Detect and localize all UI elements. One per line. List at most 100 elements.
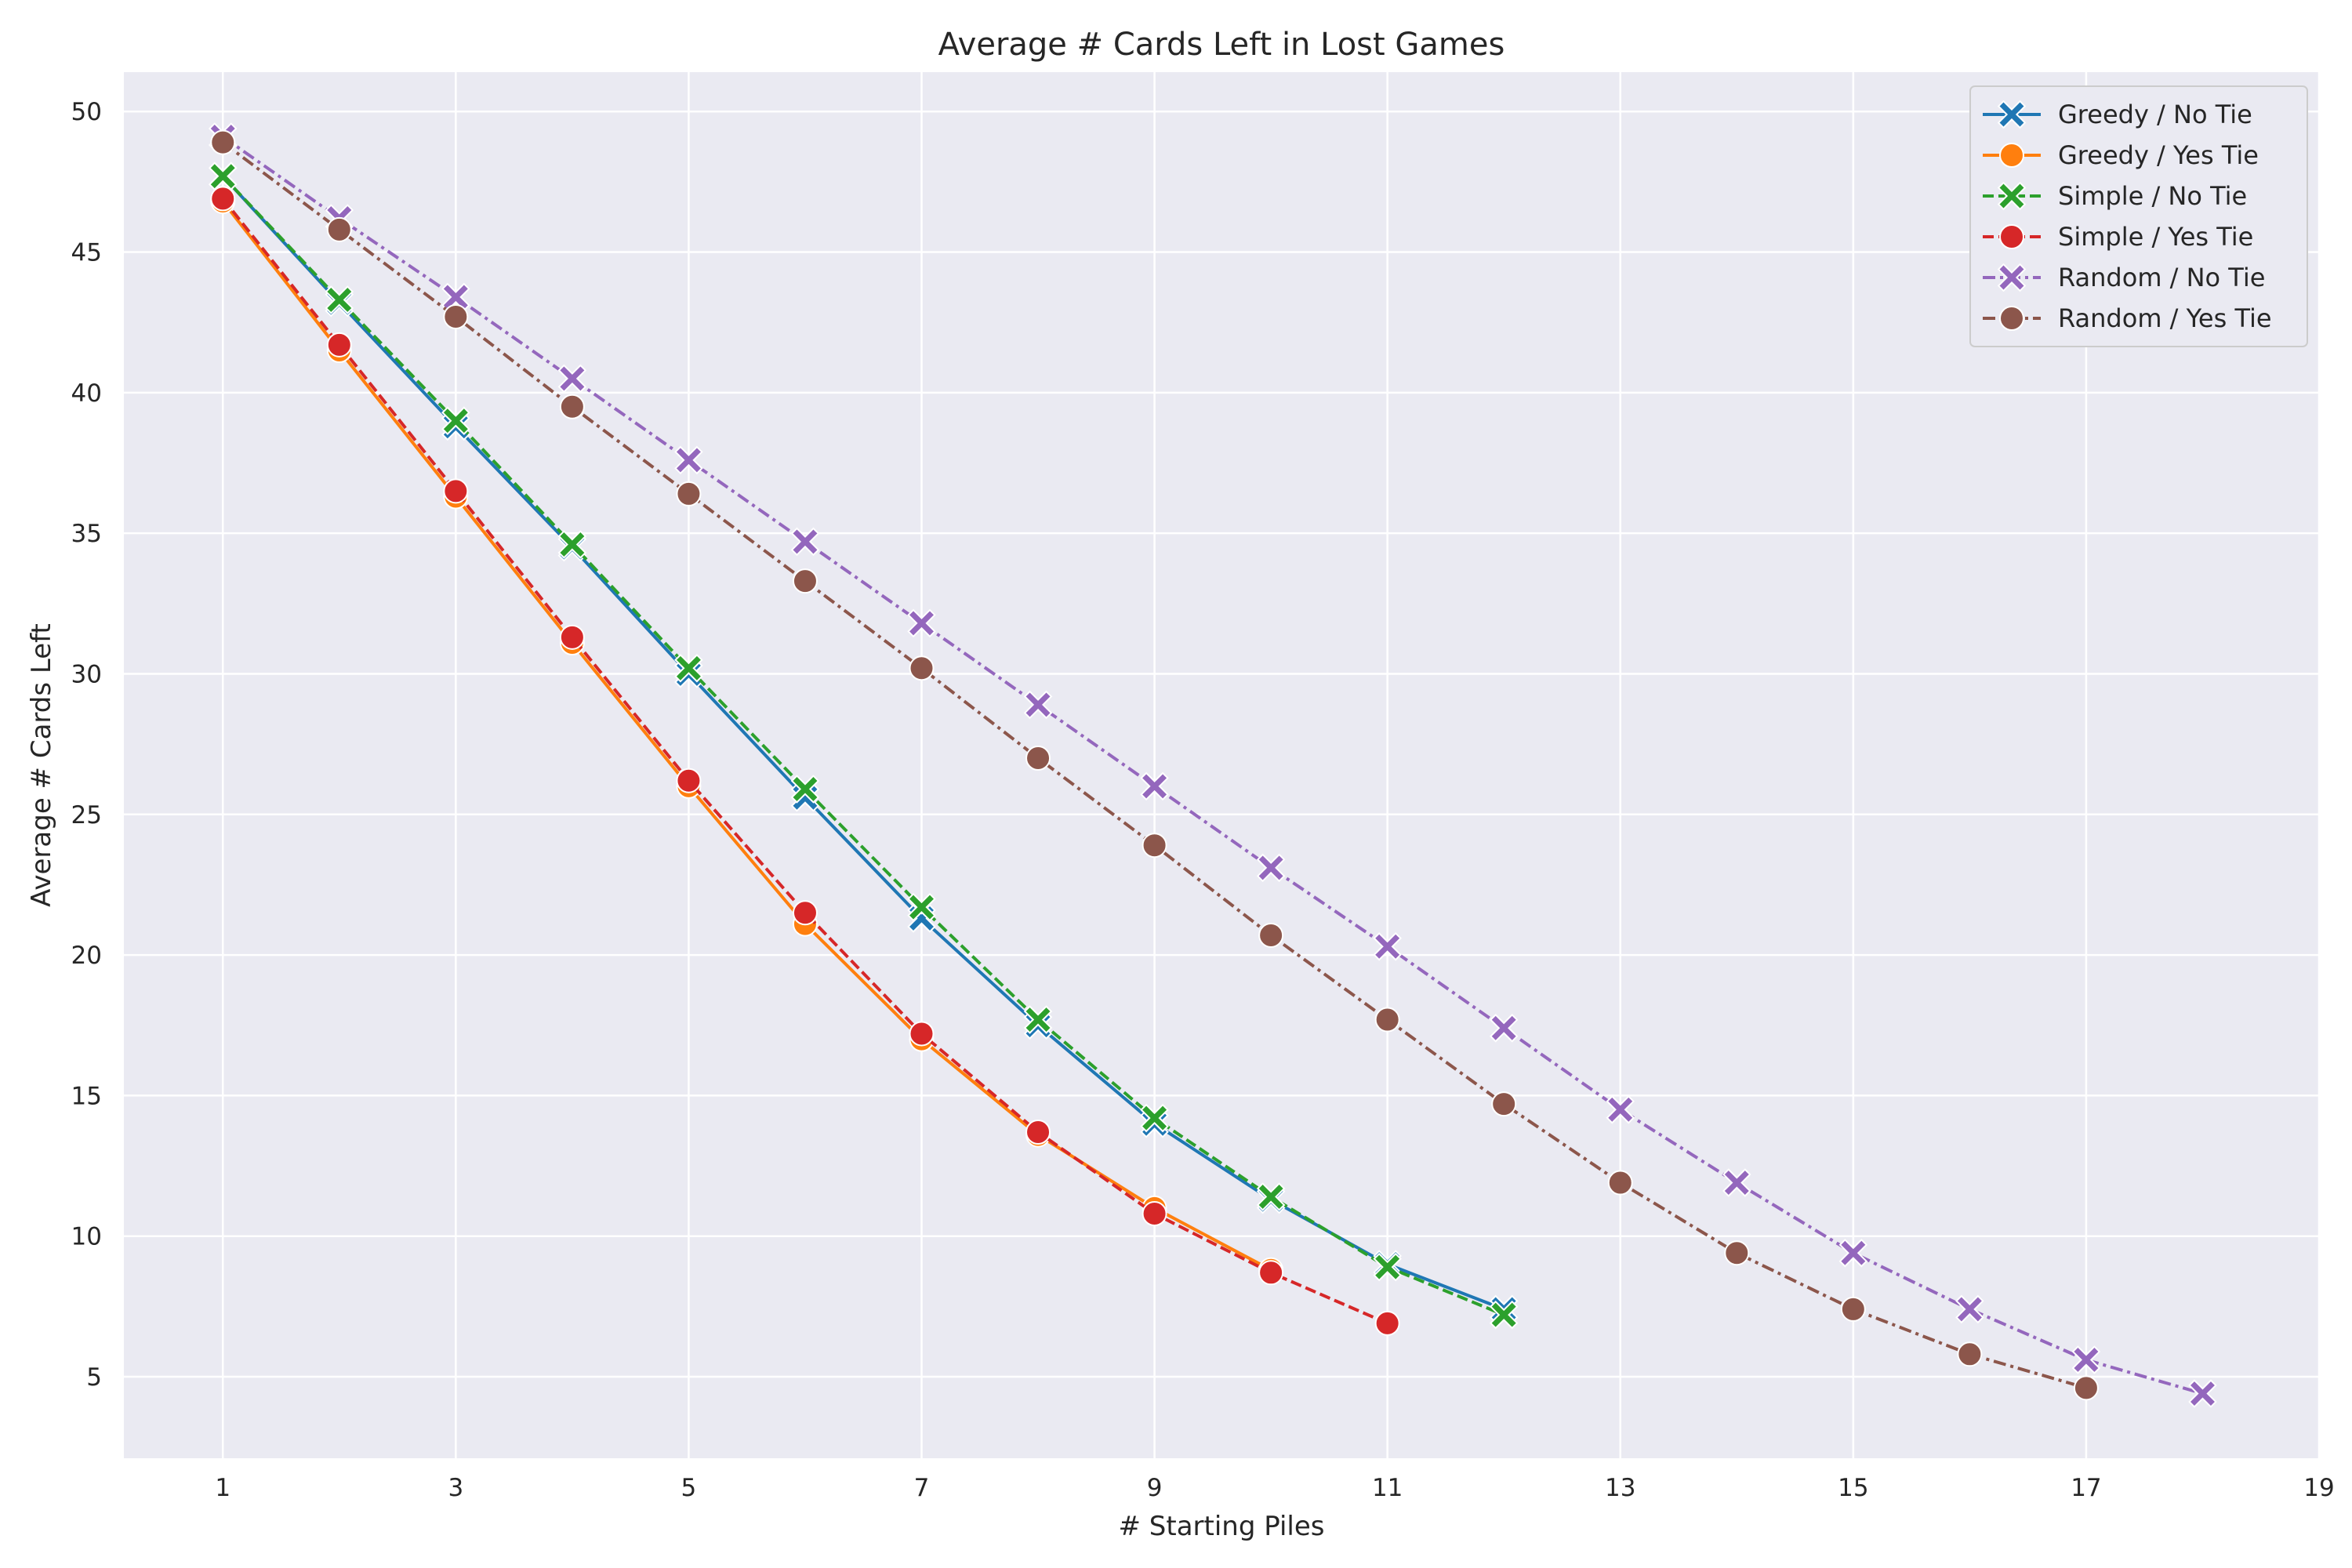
data-point-circle (792, 900, 818, 926)
legend-label: Random / No Tie (2058, 263, 2265, 292)
data-point-x-stroke (1999, 183, 2024, 209)
data-point-circle (676, 768, 702, 793)
data-point-x-stroke (676, 655, 701, 681)
data-point-circle (559, 394, 585, 419)
data-point-x-stroke (1608, 1097, 1633, 1122)
data-point-x (1489, 1014, 1519, 1043)
grid-lines (124, 72, 2321, 1458)
x-tick-label: 3 (448, 1474, 463, 1502)
data-point-circle (1142, 1201, 1167, 1226)
data-point-x-stroke (1724, 1171, 1749, 1195)
x-tick-label: 19 (2303, 1474, 2334, 1502)
data-point-x (1140, 771, 1169, 801)
data-point-x (441, 406, 470, 435)
data-point-circle (559, 624, 585, 650)
y-tick-label: 25 (71, 801, 102, 829)
data-point-x-stroke (909, 611, 934, 636)
data-point-x (557, 364, 587, 394)
data-point-circle (1025, 746, 1051, 771)
x-axis-title: # Starting Piles (1118, 1511, 1324, 1542)
y-tick-label: 30 (71, 660, 102, 688)
data-point-x (1256, 1182, 1286, 1211)
series-3 (210, 186, 1400, 1336)
data-point-x (208, 162, 238, 191)
data-point-x (1997, 181, 2027, 211)
legend: Greedy / No Tie Greedy / Yes Tie Simple / … (1969, 85, 2308, 347)
x-tick-label: 1 (215, 1474, 230, 1502)
data-point-x (1606, 1095, 1635, 1124)
data-point-x (2188, 1379, 2217, 1408)
data-point-x-stroke (1258, 855, 1283, 880)
x-tick-label: 9 (1147, 1474, 1163, 1502)
data-point-x-stroke (1841, 1240, 1866, 1265)
x-tick-label: 13 (1605, 1474, 1635, 1502)
data-point-circle (1957, 1341, 1983, 1367)
data-point-x-stroke (1999, 102, 2024, 127)
series-line (221, 175, 1504, 1316)
data-point-circle (909, 655, 935, 681)
data-point-circle (2073, 1375, 2099, 1401)
legend-label: Simple / No Tie (2058, 181, 2247, 211)
data-point-circle (1142, 833, 1167, 858)
data-point-x-stroke (793, 529, 818, 554)
data-point-circle (1999, 143, 2024, 168)
data-point-circle (676, 481, 702, 506)
data-point-x-stroke (1999, 265, 2024, 290)
data-point-x (907, 608, 936, 638)
data-point-x (1955, 1294, 1984, 1324)
data-point-x-stroke (443, 408, 468, 434)
data-point-x-stroke (1491, 1015, 1516, 1040)
series-2 (208, 162, 1519, 1330)
legend-entry: Greedy / No Tie (1983, 100, 2252, 129)
data-point-x (557, 530, 587, 559)
data-point-circle (326, 332, 352, 358)
data-point-x (790, 527, 820, 557)
legend-label: Greedy / Yes Tie (2058, 140, 2259, 170)
data-point-x (1489, 1300, 1519, 1330)
data-point-x (1373, 1252, 1402, 1282)
data-point-x-stroke (793, 777, 818, 801)
data-point-circle (1374, 1310, 1400, 1336)
data-point-x (790, 775, 820, 804)
data-point-x (1373, 932, 1402, 961)
data-point-circle (1999, 306, 2024, 331)
data-point-x-stroke (676, 448, 701, 473)
legend-entry: Random / Yes Tie (1983, 303, 2272, 333)
x-tick-label: 15 (1838, 1474, 1868, 1502)
data-point-circle (326, 216, 352, 242)
data-point-x-stroke (1957, 1297, 1982, 1322)
data-point-x-stroke (1142, 774, 1167, 799)
y-axis-title: Average # Cards Left (26, 623, 57, 907)
data-point-x-stroke (327, 288, 352, 312)
legend-label: Greedy / No Tie (2058, 100, 2252, 129)
data-point-x-stroke (560, 532, 585, 557)
series-layer (208, 122, 2217, 1408)
data-point-x-stroke (443, 285, 468, 310)
data-point-circle (1491, 1091, 1517, 1117)
data-point-circle (443, 478, 469, 504)
data-point-x-stroke (1258, 1185, 1283, 1209)
x-tick-label: 5 (681, 1474, 697, 1502)
y-tick-label: 10 (71, 1223, 102, 1251)
data-point-circle (1840, 1296, 1866, 1322)
data-point-x (1023, 1005, 1053, 1034)
data-point-x-stroke (1142, 1105, 1167, 1131)
y-tick-label: 5 (86, 1363, 102, 1392)
data-point-circle (1258, 922, 1284, 948)
data-point-x (674, 445, 703, 475)
data-point-x (1722, 1168, 1751, 1197)
data-point-x (2071, 1345, 2101, 1374)
x-tick-label: 7 (914, 1474, 930, 1502)
y-tick-label: 35 (71, 520, 102, 548)
data-point-x-stroke (1025, 692, 1051, 717)
data-point-x-stroke (909, 895, 934, 920)
data-point-circle (792, 568, 818, 594)
data-point-x-stroke (560, 366, 585, 391)
x-tick-label: 17 (2071, 1474, 2101, 1502)
data-point-x (1997, 100, 2027, 129)
data-point-x-stroke (1491, 1302, 1516, 1327)
data-point-circle (1258, 1260, 1284, 1286)
